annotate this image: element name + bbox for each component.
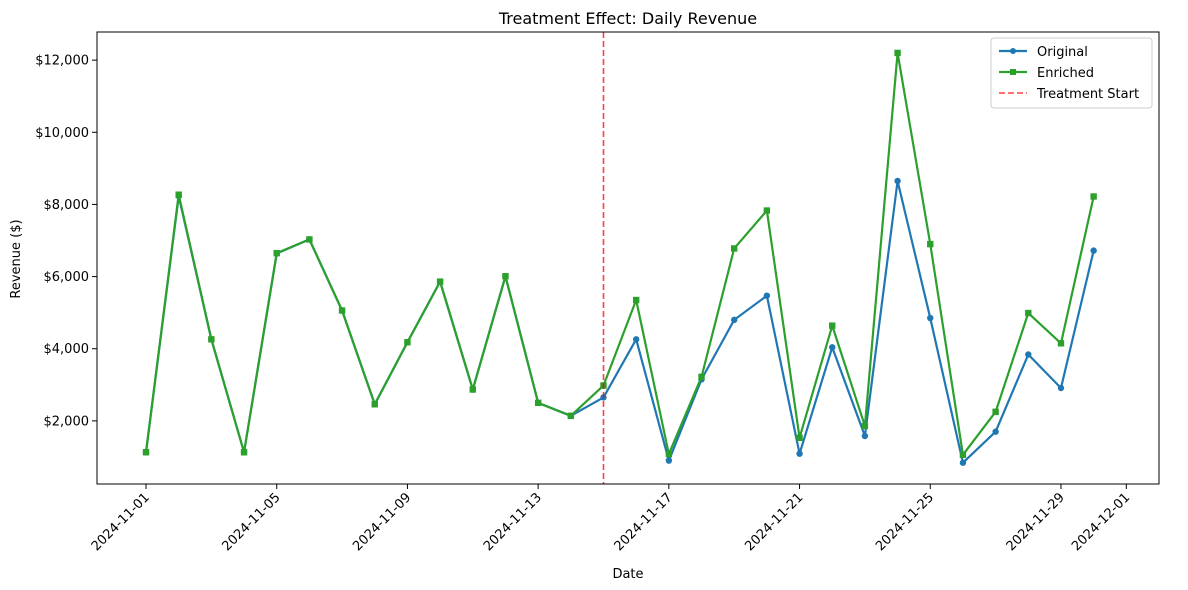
data-point-original [1057,384,1065,392]
legend-box [990,37,1153,109]
legend-marker-enriched [1010,69,1016,75]
data-point-enriched [665,450,673,458]
legend-label-enriched: Enriched [1037,66,1094,81]
data-point-enriched [1090,193,1097,200]
data-point-enriched [927,240,934,248]
data-point-enriched [632,296,640,304]
data-point-enriched [404,339,411,346]
data-point-enriched [306,236,313,243]
y-tick-label: $12,000 [35,54,89,69]
data-point-enriched [534,399,542,407]
data-point-original [632,336,640,343]
data-point-enriched [959,451,967,458]
data-point-enriched [829,322,836,329]
legend: Original Enriched Treatment Start [990,37,1153,109]
data-point-original [1090,247,1097,254]
y-tick-label: $8,000 [44,198,90,213]
data-point-enriched [208,336,215,343]
data-point-enriched [142,449,150,456]
data-point-enriched [796,434,803,442]
y-tick-label: $10,000 [35,126,89,141]
x-axis-label: Date [612,567,643,582]
data-point-enriched [1057,340,1065,347]
data-point-original [894,177,901,185]
series-line-enriched [144,51,1095,456]
legend-marker-original [1010,48,1016,54]
data-point-enriched [240,449,248,456]
data-point-enriched [371,401,378,408]
data-point-original [992,428,999,435]
data-point-enriched [567,412,575,420]
legend-label-treatment-start: Treatment Start [1036,87,1139,102]
y-tick-label: $4,000 [44,342,90,357]
data-point-original [731,316,738,324]
data-point-original [829,344,836,351]
y-axis-label: Revenue ($) [9,219,24,298]
data-point-enriched [338,307,346,314]
data-point-enriched [502,273,509,280]
data-point-original [665,457,673,464]
data-point-original [861,432,869,440]
data-point-enriched [992,408,999,416]
data-point-enriched [436,278,444,285]
plot-area [142,32,1097,484]
data-point-enriched [763,207,771,214]
data-point-original [763,292,771,299]
data-point-original [927,314,934,322]
legend-label-original: Original [1037,45,1088,60]
plot-frame [96,31,1160,485]
data-point-enriched [175,191,182,198]
data-point-enriched [731,245,738,252]
data-point-original [1025,351,1032,358]
chart-title: Treatment Effect: Daily Revenue [498,9,757,28]
data-point-enriched [1025,309,1032,317]
data-point-enriched [894,49,901,57]
data-point-enriched [469,386,476,393]
data-point-enriched [273,249,280,257]
data-point-original [796,450,803,457]
data-point-enriched [698,373,705,381]
y-tick-label: $6,000 [44,270,90,285]
data-point-enriched [861,422,869,430]
y-tick-label: $2,000 [44,414,90,429]
data-point-original [959,459,967,466]
